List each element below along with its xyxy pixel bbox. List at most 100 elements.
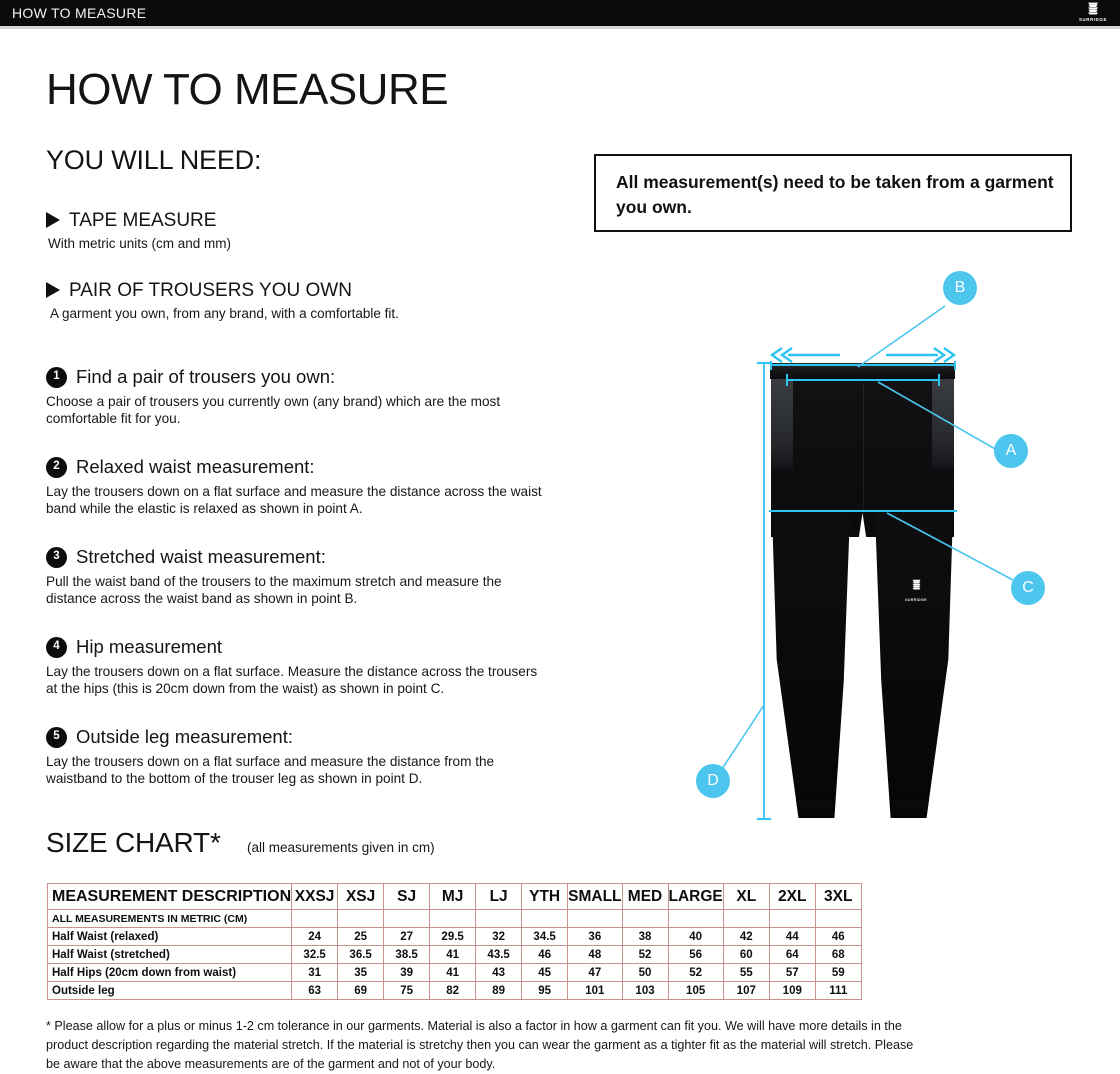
stretched-waist-tick-left [770, 361, 772, 370]
step-body: Lay the trousers down on a flat surface … [46, 754, 495, 786]
row-value: 64 [768, 945, 816, 964]
callout-box: All measurement(s) need to be taken from… [594, 154, 1072, 232]
row-value: 60 [722, 945, 770, 964]
row-value: 43 [475, 963, 523, 982]
stretched-waist-line [770, 364, 956, 366]
surridge-s-logo-icon [1088, 2, 1098, 15]
row-label: Half Waist (relaxed) [46, 927, 293, 946]
trouser-cuff-left [789, 800, 833, 818]
row-value: 50 [621, 963, 669, 982]
metric-cell [337, 909, 385, 928]
row-value: 35 [337, 963, 385, 982]
top-bar: HOW TO MEASURE SURRIDGE [0, 0, 1120, 26]
row-label: Half Hips (20cm down from waist) [46, 963, 293, 982]
row-value: 57 [768, 963, 816, 982]
row-value: 63 [291, 981, 339, 1000]
row-value: 69 [337, 981, 385, 1000]
row-value: 38 [621, 927, 669, 946]
step-title: Outside leg measurement: [76, 726, 293, 747]
step-body: Lay the trousers down on a flat surface … [46, 484, 542, 516]
step-number-badge: 4 [46, 636, 67, 658]
trouser-side-panel-left [771, 377, 793, 469]
row-value: 32.5 [291, 945, 339, 964]
step-heading: 1 Find a pair of trousers you own: [46, 366, 546, 388]
col-header-lj: LJ [475, 883, 523, 910]
size-chart-note: (all measurements given in cm) [247, 840, 435, 855]
col-header-small: SMALL [567, 883, 623, 910]
relaxed-waist-line [786, 379, 940, 381]
step-2: 2 Relaxed waist measurement: Lay the tro… [46, 456, 546, 517]
col-header-2xl: 2XL [768, 883, 816, 910]
marker-c: C [1011, 571, 1045, 605]
row-value: 109 [768, 981, 816, 1000]
row-value: 39 [383, 963, 431, 982]
row-value: 107 [722, 981, 770, 1000]
table-row: Outside leg 63 69 75 82 89 95 101 103 10… [46, 981, 862, 1000]
row-value: 48 [567, 945, 623, 964]
step-heading: 2 Relaxed waist measurement: [46, 456, 546, 478]
metric-cell [667, 909, 724, 928]
row-value: 43.5 [475, 945, 523, 964]
col-header-xxsj: XXSJ [291, 883, 339, 910]
step-title: Relaxed waist measurement: [76, 456, 315, 477]
metric-cell [621, 909, 669, 928]
row-value: 40 [667, 927, 724, 946]
row-value: 82 [429, 981, 477, 1000]
relaxed-waist-tick-right [938, 374, 940, 386]
row-value: 25 [337, 927, 385, 946]
step-number-badge: 1 [46, 366, 67, 388]
row-value: 103 [621, 981, 669, 1000]
step-number-badge: 5 [46, 726, 67, 748]
step-heading: 5 Outside leg measurement: [46, 726, 546, 748]
row-value: 46 [521, 945, 569, 964]
row-value: 27 [383, 927, 431, 946]
metric-cell [567, 909, 623, 928]
relaxed-waist-tick-left [786, 374, 788, 386]
step-1: 1 Find a pair of trousers you own: Choos… [46, 366, 546, 427]
row-value: 32 [475, 927, 523, 946]
row-value: 101 [567, 981, 623, 1000]
step-body: Choose a pair of trousers you currently … [46, 394, 501, 426]
col-header-xl: XL [722, 883, 770, 910]
marker-a: A [994, 434, 1028, 468]
stretched-waist-tick-right [954, 361, 956, 370]
step-title: Find a pair of trousers you own: [76, 366, 336, 387]
metric-cell [722, 909, 770, 928]
row-value: 105 [667, 981, 724, 1000]
size-chart-title: SIZE CHART* [46, 827, 221, 858]
row-value: 31 [291, 963, 339, 982]
size-chart-footnote: * Please allow for a plus or minus 1-2 c… [46, 1019, 914, 1071]
row-value: 47 [567, 963, 623, 982]
metric-label: ALL MEASUREMENTS IN METRIC (CM) [46, 909, 293, 928]
you-will-need-title: YOU WILL NEED: [46, 145, 262, 175]
trouser-leg-left [772, 513, 850, 818]
row-value: 41 [429, 945, 477, 964]
top-bar-divider [0, 26, 1120, 29]
surridge-logo: SURRIDGE [1078, 1, 1108, 25]
row-label: Outside leg [46, 981, 293, 1000]
row-value: 42 [722, 927, 770, 946]
table-metric-row: ALL MEASUREMENTS IN METRIC (CM) [46, 909, 862, 928]
step-title: Hip measurement [76, 636, 223, 657]
step-body: Pull the waist band of the trousers to t… [46, 574, 502, 606]
row-value: 36 [567, 927, 623, 946]
garment-logo: SURRIDGE [903, 578, 929, 602]
need-item-heading-row: TAPE MEASURE [46, 210, 216, 232]
row-value: 38.5 [383, 945, 431, 964]
need-item-label: TAPE MEASURE [69, 210, 217, 231]
top-bar-title: HOW TO MEASURE [12, 5, 147, 21]
row-value: 34.5 [521, 927, 569, 946]
row-value: 68 [814, 945, 862, 964]
table-row: Half Waist (relaxed) 24 25 27 29.5 32 34… [46, 927, 862, 946]
table-row: Half Hips (20cm down from waist) 31 35 3… [46, 963, 862, 982]
col-header-yth: YTH [521, 883, 569, 910]
trouser-leg-right [875, 513, 953, 818]
step-number-badge: 3 [46, 546, 67, 568]
col-header-xsj: XSJ [337, 883, 385, 910]
row-value: 95 [521, 981, 569, 1000]
need-item-heading-row: PAIR OF TROUSERS YOU OWN [46, 280, 352, 302]
metric-cell [429, 909, 477, 928]
col-header-mj: MJ [429, 883, 477, 910]
row-value: 46 [814, 927, 862, 946]
triangle-bullet-icon [46, 212, 60, 228]
